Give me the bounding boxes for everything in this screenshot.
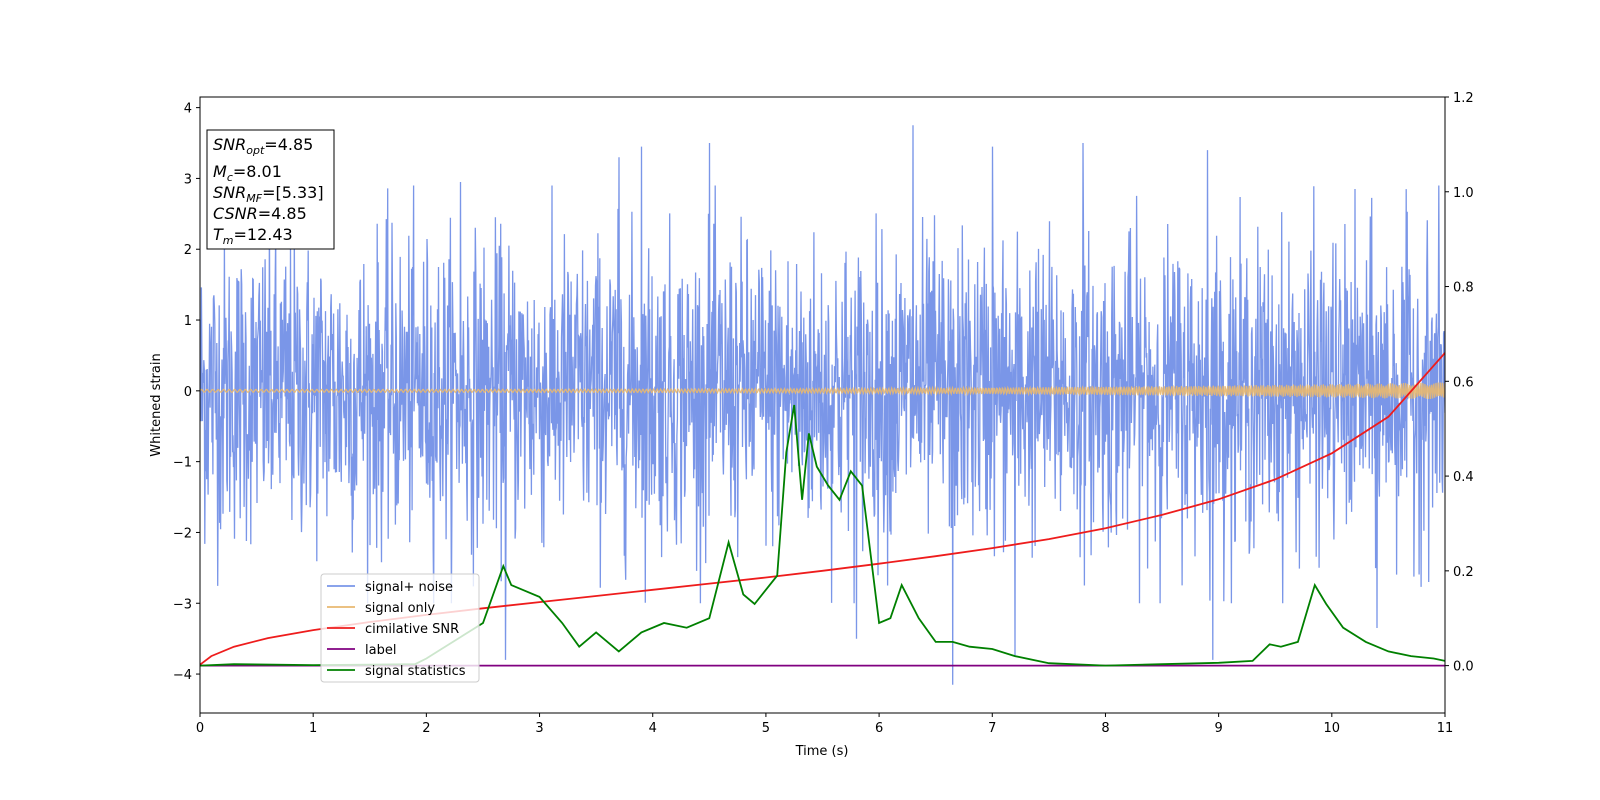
x-tick-label: 3	[535, 721, 543, 736]
y-axis-right: 0.0 0.2 0.4 0.6 0.8 1.0 1.2	[1445, 91, 1474, 675]
y-tick-label: 1	[184, 314, 192, 329]
y-tick-label: 3	[184, 172, 192, 187]
y-tick-label: −4	[173, 668, 192, 683]
x-tick-label: 1	[309, 721, 317, 736]
y-tick-label: −2	[173, 526, 192, 541]
y2-tick-label: 0.6	[1453, 375, 1474, 390]
x-tick-label: 6	[875, 721, 883, 736]
legend-frame	[320, 573, 480, 683]
y-tick-label: 2	[184, 243, 192, 258]
y-axis-left: −4 −3 −2 −1 0 1 2 3 4	[173, 102, 200, 683]
y2-tick-label: 1.2	[1453, 91, 1474, 106]
legend-label: signal+ noise	[365, 580, 453, 595]
x-tick-label: 9	[1214, 721, 1222, 736]
y2-tick-label: 0.0	[1453, 660, 1474, 675]
info-line: Mc=8.01	[213, 162, 282, 184]
y-tick-label: 4	[184, 102, 192, 117]
legend-label: signal statistics	[365, 664, 466, 679]
y-tick-label: −1	[173, 456, 192, 471]
info-line: SNRopt=4.85	[213, 135, 313, 157]
y-tick-label: 0	[184, 385, 192, 400]
series-signal-noise	[200, 125, 1445, 685]
info-box-frame	[206, 129, 335, 250]
y2-tick-label: 1.0	[1453, 186, 1474, 201]
legend-label: cimilative SNR	[365, 622, 459, 637]
y2-tick-label: 0.2	[1453, 565, 1474, 580]
x-tick-label: 2	[422, 721, 430, 736]
x-axis-label: Time (s)	[795, 744, 849, 759]
x-tick-label: 4	[649, 721, 657, 736]
y2-tick-label: 0.8	[1453, 281, 1474, 296]
x-tick-label: 5	[762, 721, 770, 736]
y-axis-label: Whitened strain	[149, 353, 164, 456]
x-tick-label: 0	[196, 721, 204, 736]
x-tick-label: 11	[1437, 721, 1454, 736]
y2-tick-label: 0.4	[1453, 470, 1474, 485]
series-cimilative-snr	[200, 352, 1445, 666]
x-tick-label: 10	[1324, 721, 1341, 736]
legend-label: signal only	[365, 601, 435, 616]
series-signal-statistics	[200, 404, 1445, 667]
legend: signal+ noise signal only cimilative SNR la…	[320, 573, 480, 683]
plot-frame	[199, 96, 1446, 714]
info-line: SNRMF=[5.33]	[213, 183, 324, 205]
info-line: CSNR=4.85	[213, 204, 307, 223]
x-tick-label: 8	[1101, 721, 1109, 736]
legend-label: label	[365, 643, 396, 658]
x-tick-label: 7	[988, 721, 996, 736]
info-line: Tm=12.43	[213, 225, 293, 247]
series-signal-only	[200, 382, 1445, 400]
y-tick-label: −3	[173, 597, 192, 612]
x-axis: 0 1 2 3 4 5 6 7 8 9 10 11	[196, 713, 1453, 736]
